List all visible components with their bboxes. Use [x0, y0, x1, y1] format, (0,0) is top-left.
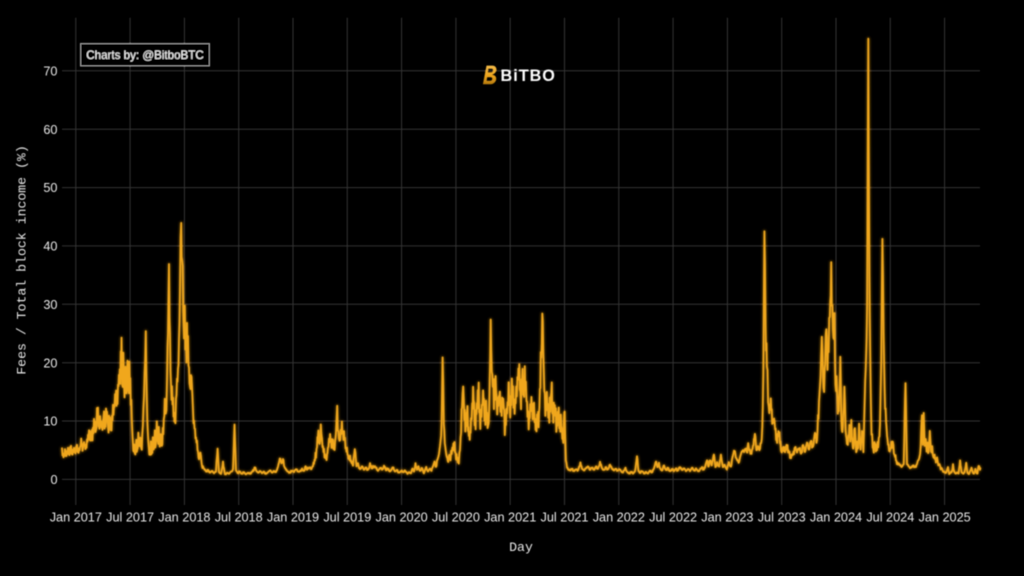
svg-text:60: 60 — [43, 123, 57, 137]
svg-text:Jul 2018: Jul 2018 — [215, 511, 263, 525]
svg-text:Jan 2024: Jan 2024 — [810, 511, 862, 525]
svg-text:Fees / Total block income (%): Fees / Total block income (%) — [15, 145, 30, 375]
svg-text:Jan 2022: Jan 2022 — [593, 511, 645, 525]
svg-text:0: 0 — [50, 473, 57, 487]
svg-text:Jan 2021: Jan 2021 — [484, 511, 536, 525]
svg-text:Jul 2022: Jul 2022 — [649, 511, 697, 525]
svg-text:Jul 2017: Jul 2017 — [106, 511, 154, 525]
svg-text:Jan 2019: Jan 2019 — [267, 511, 319, 525]
svg-text:70: 70 — [43, 64, 57, 78]
svg-text:Charts by: @BitboBTC: Charts by: @BitboBTC — [86, 49, 203, 62]
svg-text:40: 40 — [43, 240, 57, 254]
svg-text:Jul 2019: Jul 2019 — [323, 511, 371, 525]
svg-text:30: 30 — [43, 298, 57, 312]
svg-text:20: 20 — [43, 356, 57, 370]
svg-text:Jul 2023: Jul 2023 — [758, 511, 806, 525]
svg-text:10: 10 — [43, 415, 57, 429]
svg-text:Jan 2023: Jan 2023 — [701, 511, 753, 525]
svg-text:Jul 2021: Jul 2021 — [541, 511, 589, 525]
svg-text:BiTBO: BiTBO — [501, 67, 556, 85]
svg-text:Jan 2018: Jan 2018 — [158, 511, 210, 525]
svg-text:Jan 2025: Jan 2025 — [918, 511, 970, 525]
svg-text:Jan 2017: Jan 2017 — [50, 511, 102, 525]
svg-text:Day: Day — [509, 540, 533, 555]
svg-text:Jul 2024: Jul 2024 — [866, 511, 914, 525]
svg-text:Jan 2020: Jan 2020 — [375, 511, 427, 525]
svg-text:50: 50 — [43, 181, 57, 195]
svg-text:Jul 2020: Jul 2020 — [432, 511, 480, 525]
